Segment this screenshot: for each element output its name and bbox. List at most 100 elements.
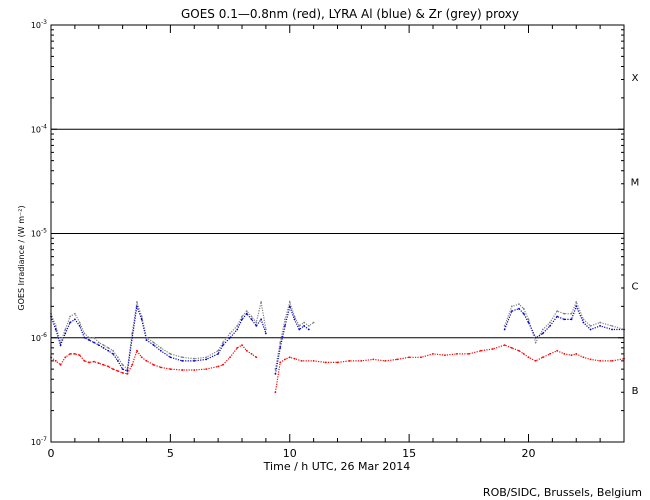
data-point-series-0 xyxy=(250,352,253,355)
data-point-series-2 xyxy=(589,324,592,327)
data-point-series-0 xyxy=(324,361,327,364)
data-point-series-0 xyxy=(396,358,399,361)
data-point-series-1 xyxy=(102,346,105,349)
data-point-series-1 xyxy=(131,336,134,339)
data-point-series-1 xyxy=(54,328,57,331)
data-point-series-0 xyxy=(384,359,387,362)
data-point-series-1 xyxy=(274,373,277,375)
flare-class-label-b: B xyxy=(632,386,639,397)
data-point-series-1 xyxy=(288,305,291,308)
data-point-series-0 xyxy=(88,361,91,364)
data-point-series-0 xyxy=(570,354,573,357)
x-tick-label-0: 0 xyxy=(48,447,55,460)
data-point-series-0 xyxy=(152,363,155,366)
data-point-series-0 xyxy=(126,373,129,375)
data-point-series-1 xyxy=(236,328,239,331)
data-point-series-2 xyxy=(136,301,138,303)
data-point-series-2 xyxy=(93,336,95,339)
data-point-series-1 xyxy=(264,332,267,335)
data-point-series-1 xyxy=(205,358,208,361)
data-point-series-1 xyxy=(93,341,95,344)
data-point-series-2 xyxy=(510,305,513,308)
plot-frame xyxy=(50,24,625,443)
data-point-series-0 xyxy=(599,359,602,362)
data-point-series-2 xyxy=(159,346,162,349)
chart-title: GOES 0.1—0.8nm (red), LYRA Al (blue) & Z… xyxy=(181,7,519,21)
data-point-series-1 xyxy=(107,349,110,352)
y-tick-label-0: 10-7 xyxy=(31,436,47,447)
data-point-series-0 xyxy=(549,352,551,355)
data-point-series-0 xyxy=(245,349,248,352)
data-point-series-0 xyxy=(589,358,592,361)
data-point-series-1 xyxy=(260,318,262,321)
x-tick-label-2: 10 xyxy=(283,447,297,460)
data-point-series-1 xyxy=(193,359,196,362)
data-point-series-1 xyxy=(534,336,537,339)
credit-text: ROB/SIDC, Brussels, Belgium xyxy=(483,486,642,499)
data-point-series-1 xyxy=(611,328,613,331)
data-point-series-0 xyxy=(467,352,470,355)
data-point-series-0 xyxy=(222,363,224,366)
data-point-series-0 xyxy=(236,346,239,349)
data-point-series-1 xyxy=(222,344,224,347)
data-point-series-1 xyxy=(582,321,585,324)
data-point-series-2 xyxy=(152,341,155,344)
data-point-series-1 xyxy=(136,305,138,308)
data-point-series-2 xyxy=(599,321,602,324)
data-point-series-1 xyxy=(563,318,566,321)
y-tick-label-2: 10-5 xyxy=(31,228,47,239)
data-point-series-2 xyxy=(241,315,243,318)
data-point-series-1 xyxy=(293,318,296,321)
data-point-series-2 xyxy=(260,301,262,303)
data-point-series-0 xyxy=(279,361,282,364)
data-point-series-2 xyxy=(236,324,239,327)
data-point-series-1 xyxy=(78,324,81,327)
data-point-series-1 xyxy=(145,339,148,341)
data-point-series-0 xyxy=(73,352,76,355)
data-point-series-1 xyxy=(303,324,305,327)
data-point-series-1 xyxy=(250,318,253,321)
data-point-series-0 xyxy=(518,349,520,352)
data-point-series-2 xyxy=(88,336,91,339)
data-point-series-1 xyxy=(510,310,513,313)
data-point-series-2 xyxy=(303,321,305,324)
data-point-series-0 xyxy=(274,391,277,394)
data-point-series-0 xyxy=(479,349,482,352)
data-point-series-2 xyxy=(245,310,248,313)
data-point-series-1 xyxy=(112,352,114,355)
data-point-series-2 xyxy=(54,324,57,327)
data-point-series-2 xyxy=(250,315,253,318)
data-point-series-2 xyxy=(284,318,286,321)
data-point-series-1 xyxy=(169,356,172,359)
data-point-series-1 xyxy=(59,344,62,347)
data-point-series-2 xyxy=(611,324,613,327)
data-point-series-2 xyxy=(570,312,573,315)
data-point-series-0 xyxy=(408,356,411,359)
data-point-series-1 xyxy=(121,368,124,371)
data-point-series-0 xyxy=(217,365,220,368)
data-point-series-0 xyxy=(112,368,114,371)
data-point-series-1 xyxy=(140,318,143,321)
data-point-series-0 xyxy=(131,363,134,366)
data-point-series-0 xyxy=(582,356,585,359)
data-point-series-2 xyxy=(181,356,184,359)
data-point-series-0 xyxy=(78,354,81,357)
y-tick-label-4: 10-3 xyxy=(31,19,47,30)
data-point-series-0 xyxy=(54,359,57,362)
data-point-series-1 xyxy=(522,312,525,315)
data-point-series-2 xyxy=(575,301,578,303)
data-point-series-2 xyxy=(582,318,585,321)
data-point-series-0 xyxy=(336,361,339,364)
flare-class-label-x: X xyxy=(632,73,639,84)
data-point-series-2 xyxy=(83,332,86,335)
data-point-series-0 xyxy=(348,359,351,362)
data-point-series-2 xyxy=(255,321,258,324)
data-point-series-1 xyxy=(69,321,71,324)
data-point-series-2 xyxy=(288,301,291,303)
data-point-series-0 xyxy=(432,352,434,355)
data-point-series-0 xyxy=(372,358,375,361)
data-point-series-0 xyxy=(527,356,530,359)
data-point-series-0 xyxy=(97,362,100,365)
data-point-series-2 xyxy=(503,324,506,327)
